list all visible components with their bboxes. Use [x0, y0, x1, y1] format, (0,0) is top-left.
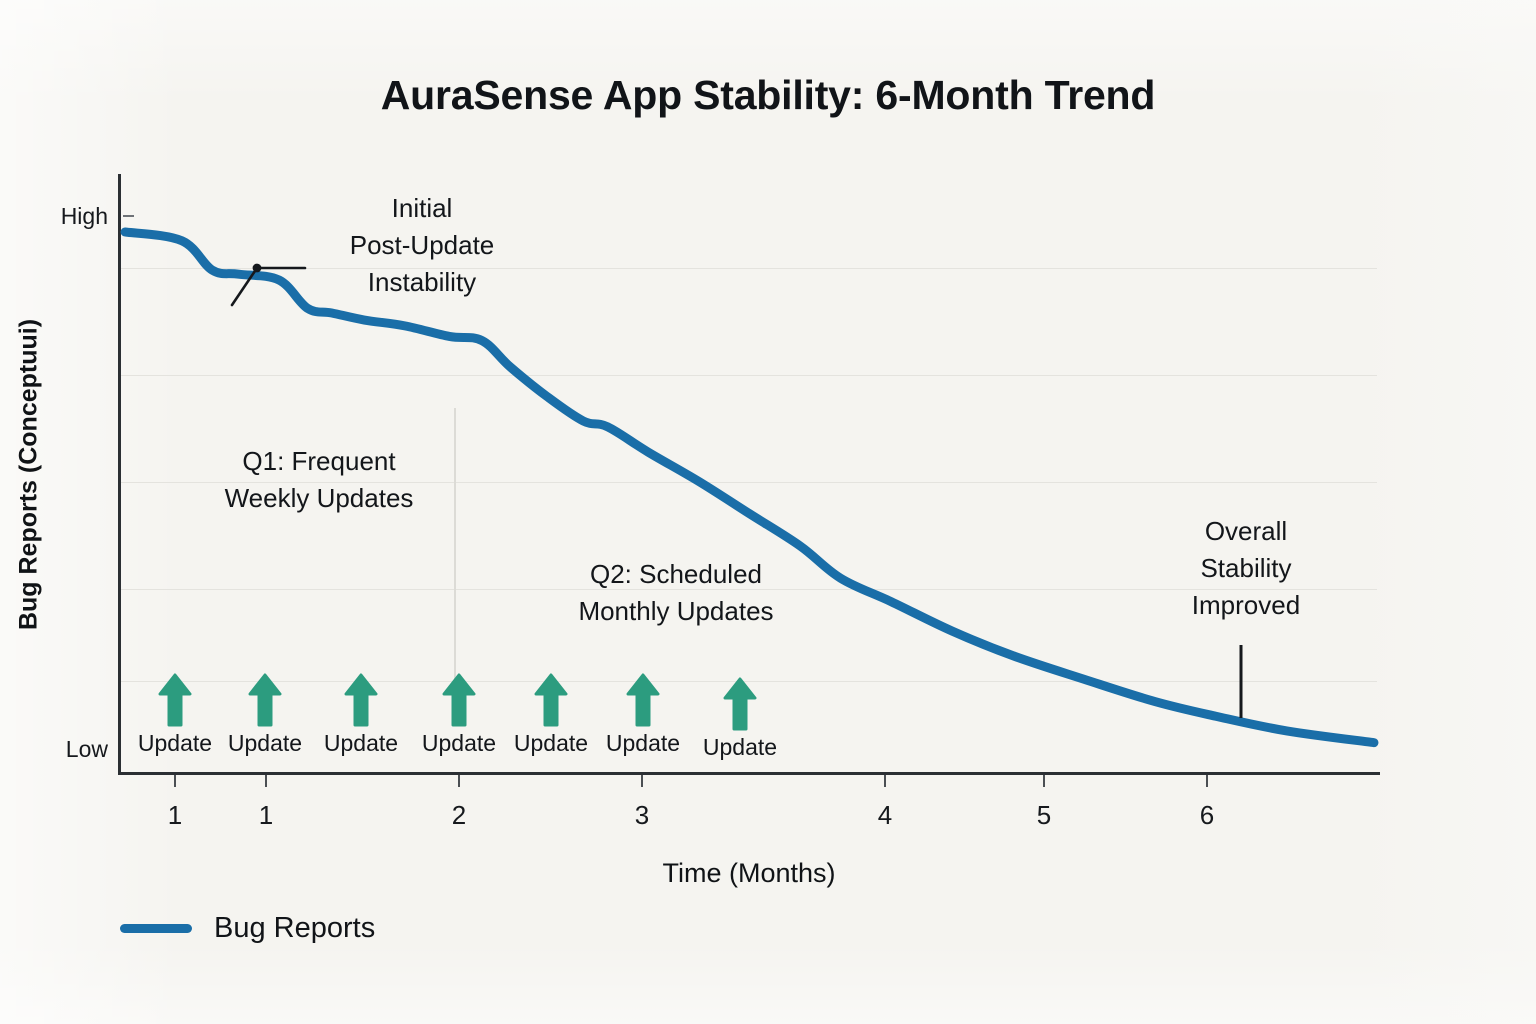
arrow-up-icon — [534, 673, 568, 727]
y-tick-label-low: Low — [65, 736, 108, 762]
annotation-overall-stability-improved: Overall Stability Improved — [1176, 513, 1316, 624]
update-marker: Update — [505, 672, 597, 757]
page-title: AuraSense App Stability: 6-Month Trend — [380, 72, 1156, 118]
update-marker-label: Update — [421, 730, 497, 756]
update-marker: Update — [315, 672, 407, 757]
y-axis-title: Bug Reports (Conceptuui) — [14, 318, 43, 631]
x-axis — [118, 772, 1380, 775]
annotation-line: Monthly Updates — [578, 595, 774, 626]
annotation-line: Stability — [1200, 552, 1292, 583]
legend-label-bug-reports: Bug Reports — [214, 912, 376, 944]
x-tick-label: 6 — [1199, 800, 1215, 830]
y-tick-mark-high — [123, 215, 134, 217]
legend-swatch-bug-reports — [120, 924, 192, 933]
arrow-up-icon — [626, 673, 660, 727]
arrow-up-icon — [442, 673, 476, 727]
update-marker-label: Update — [323, 730, 399, 756]
arrow-up-icon — [344, 673, 378, 727]
update-marker: Update — [129, 672, 221, 757]
update-marker-label: Update — [702, 734, 778, 760]
y-axis — [118, 174, 121, 774]
x-tick-mark — [1043, 775, 1045, 787]
annotation-line: Overall — [1204, 516, 1288, 546]
legend: Bug Reports — [120, 912, 375, 945]
annotation-line: Q1: Frequent — [242, 446, 396, 476]
gridline — [121, 375, 1377, 376]
annotation-leader-initial — [230, 263, 307, 307]
arrow-up-icon — [158, 673, 192, 727]
annotation-initial-post-update-instability: Initial Post-Update Instability — [312, 190, 532, 301]
y-tick-label-high: High — [60, 203, 108, 229]
update-marker-label: Update — [605, 730, 681, 756]
update-marker: Update — [694, 676, 786, 761]
annotation-line: Q2: Scheduled — [589, 559, 762, 589]
annotation-q1-frequent-weekly-updates: Q1: Frequent Weekly Updates — [196, 443, 442, 517]
update-marker-label: Update — [513, 730, 589, 756]
annotation-line: Post-Update — [349, 229, 495, 260]
update-marker: Update — [597, 672, 689, 757]
x-tick-mark — [884, 775, 886, 787]
update-marker-label: Update — [227, 730, 303, 756]
x-tick-mark — [265, 775, 267, 787]
annotation-line: Initial — [391, 193, 453, 223]
x-tick-label: 3 — [634, 800, 650, 830]
update-marker-label: Update — [137, 730, 213, 756]
x-tick-label: 1 — [167, 800, 183, 830]
update-marker: Update — [413, 672, 505, 757]
x-tick-mark — [641, 775, 643, 787]
arrow-up-icon — [723, 677, 757, 731]
update-marker: Update — [219, 672, 311, 757]
annotation-line: Instability — [367, 266, 477, 297]
x-tick-label: 4 — [877, 800, 893, 830]
x-tick-mark — [174, 775, 176, 787]
annotation-q2-scheduled-monthly-updates: Q2: Scheduled Monthly Updates — [546, 556, 806, 630]
x-tick-label: 2 — [451, 800, 467, 830]
x-tick-label: 1 — [258, 800, 274, 830]
annotation-line: Improved — [1191, 589, 1301, 620]
x-tick-label: 5 — [1036, 800, 1052, 830]
x-tick-mark — [1206, 775, 1208, 787]
arrow-up-icon — [248, 673, 282, 727]
annotation-line: Weekly Updates — [224, 482, 414, 513]
gridline — [121, 268, 1377, 269]
x-tick-mark — [458, 775, 460, 787]
x-axis-title: Time (Months) — [662, 858, 836, 888]
